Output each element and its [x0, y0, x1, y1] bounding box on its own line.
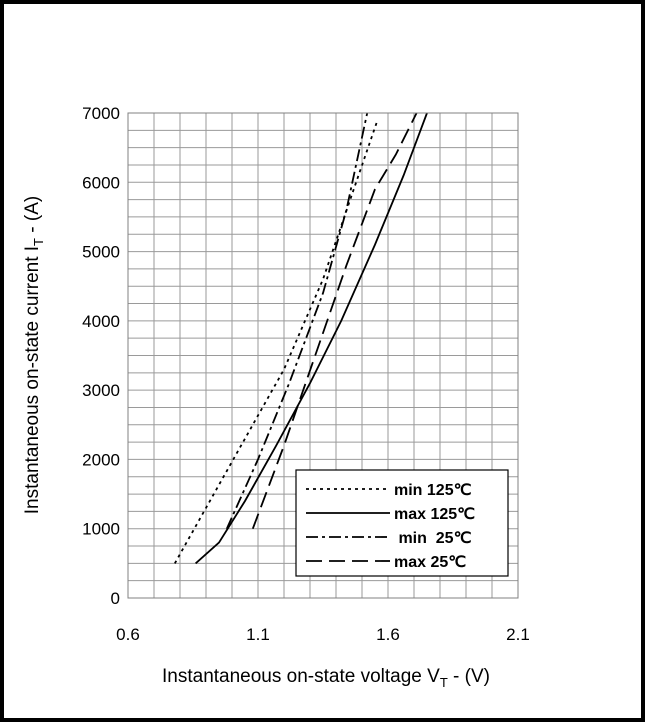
legend-label: min 25℃ — [394, 530, 472, 547]
x-tick-label: 2.1 — [506, 625, 530, 644]
legend-box — [295, 469, 509, 577]
x-axis-label-main: Instantaneous on-state voltage V — [162, 666, 440, 687]
x-tick-label: 1.1 — [246, 625, 270, 644]
y-tick-label: 6000 — [82, 173, 120, 192]
y-axis-label: Instantaneous on-state current IT - (A) — [22, 196, 46, 514]
y-axis-label-subscript: T — [31, 238, 46, 246]
y-tick-label: 1000 — [82, 520, 120, 539]
legend-label: max 125℃ — [394, 506, 475, 523]
legend: min 125℃ max 125℃ min 25℃ max 25℃ — [295, 469, 509, 577]
series-line-3 — [225, 112, 369, 530]
x-axis-label: Instantaneous on-state voltage VT - (V) — [162, 666, 490, 690]
x-tick-label: 0.6 — [116, 625, 140, 644]
x-tick-label: 1.6 — [376, 625, 400, 644]
tick-labels: 0.6 1.1 1.6 2.1 0 1000 2000 3000 4000 5000 6000 700… — [82, 104, 530, 644]
series-line-1 — [174, 119, 379, 564]
plot-area-border — [127, 112, 519, 599]
legend-label: max 25℃ — [394, 554, 466, 571]
y-tick-label: 0 — [111, 589, 120, 608]
y-tick-label: 5000 — [82, 243, 120, 262]
y-tick-label: 7000 — [82, 104, 120, 123]
legend-label: min 125℃ — [394, 482, 472, 499]
x-axis-label-subscript: T — [440, 675, 448, 690]
y-axis-label-unit: - (A) — [22, 196, 43, 238]
y-axis-label-main: Instantaneous on-state current I — [22, 246, 43, 514]
y-tick-label: 4000 — [82, 312, 120, 331]
series-lines — [174, 112, 428, 565]
y-tick-label: 2000 — [82, 450, 120, 469]
y-tick-label: 3000 — [82, 381, 120, 400]
x-axis-label-unit: - (V) — [448, 666, 490, 687]
series-line-4 — [251, 112, 418, 530]
